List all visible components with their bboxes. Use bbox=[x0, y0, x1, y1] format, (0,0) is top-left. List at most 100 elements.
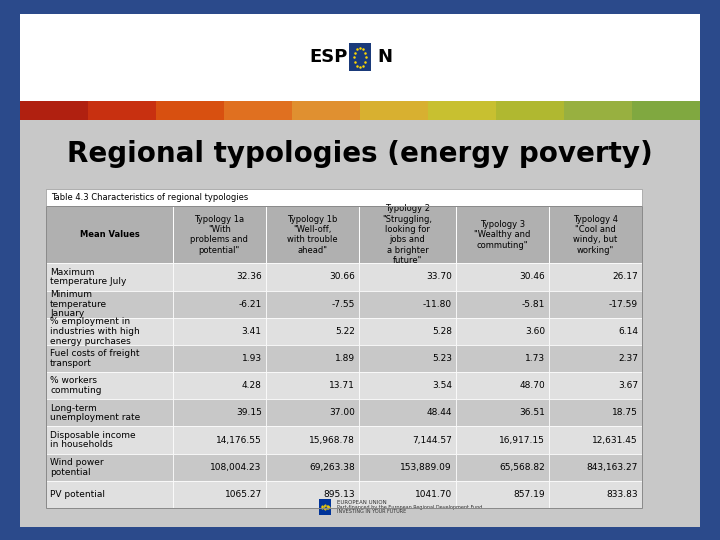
Bar bbox=[549, 372, 642, 399]
Bar bbox=[173, 318, 266, 345]
Bar bbox=[46, 318, 173, 345]
Bar bbox=[266, 427, 359, 454]
Bar bbox=[46, 372, 173, 399]
Bar bbox=[359, 372, 456, 399]
Bar bbox=[46, 481, 173, 508]
Text: 895.13: 895.13 bbox=[323, 490, 355, 499]
Bar bbox=[359, 318, 456, 345]
Bar bbox=[46, 264, 173, 291]
Bar bbox=[359, 345, 456, 372]
Bar bbox=[456, 291, 549, 318]
Text: Typology 3
"Wealthy and
commuting": Typology 3 "Wealthy and commuting" bbox=[474, 220, 531, 249]
Bar bbox=[46, 454, 173, 481]
Text: Typology 1b
"Well-off,
with trouble
ahead": Typology 1b "Well-off, with trouble ahea… bbox=[287, 214, 338, 255]
Bar bbox=[456, 372, 549, 399]
Bar bbox=[456, 318, 549, 345]
Bar bbox=[224, 100, 292, 120]
Bar bbox=[632, 100, 700, 120]
Text: 3.41: 3.41 bbox=[242, 327, 262, 336]
Text: Typology 1a
"With
problems and
potential": Typology 1a "With problems and potential… bbox=[190, 214, 248, 255]
Text: 857.19: 857.19 bbox=[513, 490, 545, 499]
Text: Fuel costs of freight
transport: Fuel costs of freight transport bbox=[50, 349, 140, 368]
Bar bbox=[428, 100, 496, 120]
Text: Table 4.3 Characteristics of regional typologies: Table 4.3 Characteristics of regional ty… bbox=[51, 193, 248, 202]
Text: -11.80: -11.80 bbox=[423, 300, 452, 309]
Bar bbox=[564, 100, 632, 120]
Text: 1.93: 1.93 bbox=[242, 354, 262, 363]
Text: -17.59: -17.59 bbox=[609, 300, 638, 309]
Text: 36.51: 36.51 bbox=[519, 408, 545, 417]
Text: 3.60: 3.60 bbox=[525, 327, 545, 336]
Text: Mean Values: Mean Values bbox=[79, 230, 139, 239]
Text: Maximum
temperature July: Maximum temperature July bbox=[50, 268, 127, 286]
Bar bbox=[456, 481, 549, 508]
Bar bbox=[46, 190, 642, 206]
Bar bbox=[360, 100, 428, 120]
Bar bbox=[456, 427, 549, 454]
Bar bbox=[173, 427, 266, 454]
Bar bbox=[20, 14, 700, 100]
Text: 65,568.82: 65,568.82 bbox=[499, 463, 545, 472]
Text: -6.21: -6.21 bbox=[238, 300, 262, 309]
Text: Minimum
temperature
January: Minimum temperature January bbox=[50, 290, 107, 318]
Text: Typology 4
"Cool and
windy, but
working": Typology 4 "Cool and windy, but working" bbox=[573, 214, 618, 255]
Bar bbox=[359, 427, 456, 454]
Text: 33.70: 33.70 bbox=[426, 272, 452, 281]
Text: Wind power
potential: Wind power potential bbox=[50, 458, 104, 477]
Text: 7,144.57: 7,144.57 bbox=[412, 436, 452, 444]
Bar bbox=[456, 206, 549, 264]
Text: 153,889.09: 153,889.09 bbox=[400, 463, 452, 472]
Text: 1.73: 1.73 bbox=[525, 354, 545, 363]
Text: 1.89: 1.89 bbox=[335, 354, 355, 363]
Text: 39.15: 39.15 bbox=[236, 408, 262, 417]
Text: Regional typologies (energy poverty): Regional typologies (energy poverty) bbox=[67, 139, 653, 167]
Bar bbox=[266, 318, 359, 345]
Bar bbox=[266, 399, 359, 427]
Bar bbox=[496, 100, 564, 120]
Bar bbox=[456, 345, 549, 372]
Bar bbox=[266, 481, 359, 508]
Text: 69,263.38: 69,263.38 bbox=[309, 463, 355, 472]
Bar bbox=[549, 318, 642, 345]
Text: % employment in
industries with high
energy purchases: % employment in industries with high ene… bbox=[50, 317, 140, 346]
Bar bbox=[359, 264, 456, 291]
Bar bbox=[359, 454, 456, 481]
Text: INVESTING IN YOUR FUTURE: INVESTING IN YOUR FUTURE bbox=[337, 509, 406, 514]
Text: 48.70: 48.70 bbox=[519, 381, 545, 390]
Text: 3.54: 3.54 bbox=[432, 381, 452, 390]
Bar bbox=[266, 291, 359, 318]
Text: 1041.70: 1041.70 bbox=[415, 490, 452, 499]
Text: 1065.27: 1065.27 bbox=[225, 490, 262, 499]
Text: PV potential: PV potential bbox=[50, 490, 105, 499]
Text: Long-term
unemployment rate: Long-term unemployment rate bbox=[50, 403, 140, 422]
Bar bbox=[349, 43, 371, 71]
Text: N: N bbox=[377, 48, 392, 66]
Bar bbox=[266, 372, 359, 399]
Text: 6.14: 6.14 bbox=[618, 327, 638, 336]
Bar bbox=[173, 372, 266, 399]
Bar bbox=[549, 481, 642, 508]
Bar bbox=[266, 454, 359, 481]
Text: 5.23: 5.23 bbox=[432, 354, 452, 363]
Text: 37.00: 37.00 bbox=[329, 408, 355, 417]
Text: 48.44: 48.44 bbox=[426, 408, 452, 417]
Text: -7.55: -7.55 bbox=[331, 300, 355, 309]
Text: 3.67: 3.67 bbox=[618, 381, 638, 390]
Text: Typology 2
"Struggling,
looking for
jobs and
a brighter
future": Typology 2 "Struggling, looking for jobs… bbox=[382, 204, 433, 265]
Text: Disposable income
in households: Disposable income in households bbox=[50, 431, 135, 449]
Text: 5.22: 5.22 bbox=[335, 327, 355, 336]
Bar bbox=[266, 345, 359, 372]
Bar bbox=[88, 100, 156, 120]
Bar bbox=[46, 345, 173, 372]
Bar bbox=[46, 206, 642, 508]
Bar bbox=[173, 345, 266, 372]
Bar bbox=[549, 399, 642, 427]
Bar bbox=[46, 427, 173, 454]
Text: 843,163.27: 843,163.27 bbox=[587, 463, 638, 472]
Bar bbox=[456, 264, 549, 291]
Bar bbox=[173, 291, 266, 318]
Bar bbox=[20, 100, 88, 120]
Text: 13.71: 13.71 bbox=[329, 381, 355, 390]
Bar bbox=[46, 291, 173, 318]
Bar bbox=[20, 120, 700, 526]
